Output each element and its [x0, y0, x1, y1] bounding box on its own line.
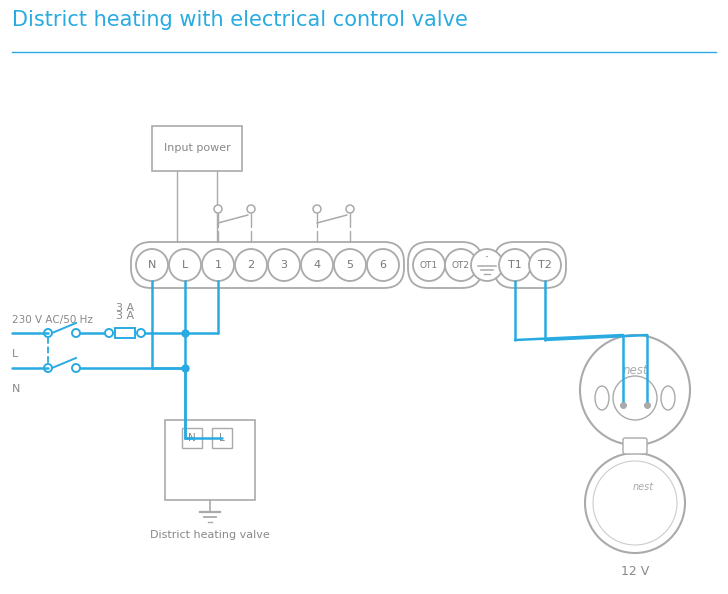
- Circle shape: [105, 329, 113, 337]
- Text: nest: nest: [633, 482, 654, 492]
- Text: 230 V AC/50 Hz: 230 V AC/50 Hz: [12, 315, 93, 325]
- FancyBboxPatch shape: [152, 125, 242, 170]
- Text: N: N: [188, 433, 196, 443]
- Text: District heating with electrical control valve: District heating with electrical control…: [12, 10, 468, 30]
- Circle shape: [445, 249, 477, 281]
- Text: L: L: [12, 349, 18, 359]
- Circle shape: [529, 249, 561, 281]
- Circle shape: [136, 249, 168, 281]
- Circle shape: [346, 205, 354, 213]
- Text: T2: T2: [538, 260, 552, 270]
- Circle shape: [72, 364, 80, 372]
- Circle shape: [593, 461, 677, 545]
- Circle shape: [471, 249, 503, 281]
- Circle shape: [334, 249, 366, 281]
- Circle shape: [247, 205, 255, 213]
- Circle shape: [580, 335, 690, 445]
- Circle shape: [202, 249, 234, 281]
- FancyBboxPatch shape: [115, 328, 135, 338]
- Text: 4: 4: [314, 260, 320, 270]
- Circle shape: [585, 453, 685, 553]
- Circle shape: [613, 376, 657, 420]
- Ellipse shape: [661, 386, 675, 410]
- Circle shape: [235, 249, 267, 281]
- Text: nest: nest: [622, 364, 648, 377]
- FancyBboxPatch shape: [131, 242, 404, 288]
- Ellipse shape: [595, 386, 609, 410]
- FancyBboxPatch shape: [212, 428, 232, 448]
- Text: 2: 2: [248, 260, 255, 270]
- Text: T1: T1: [508, 260, 522, 270]
- Text: 5: 5: [347, 260, 354, 270]
- Circle shape: [44, 329, 52, 337]
- Circle shape: [367, 249, 399, 281]
- Text: N: N: [148, 260, 157, 270]
- Text: OT2: OT2: [452, 261, 470, 270]
- Text: L: L: [182, 260, 188, 270]
- Text: 3 A: 3 A: [116, 311, 134, 321]
- Text: District heating valve: District heating valve: [150, 530, 270, 540]
- Circle shape: [268, 249, 300, 281]
- Circle shape: [499, 249, 531, 281]
- Circle shape: [137, 329, 145, 337]
- Circle shape: [313, 205, 321, 213]
- Text: OT1: OT1: [420, 261, 438, 270]
- FancyBboxPatch shape: [165, 420, 255, 500]
- Text: 12 V: 12 V: [621, 565, 649, 578]
- Text: 3: 3: [280, 260, 288, 270]
- Text: N: N: [12, 384, 20, 394]
- Circle shape: [214, 205, 222, 213]
- FancyBboxPatch shape: [182, 428, 202, 448]
- Circle shape: [72, 329, 80, 337]
- Circle shape: [169, 249, 201, 281]
- FancyBboxPatch shape: [623, 438, 647, 454]
- Text: Input power: Input power: [164, 143, 230, 153]
- Circle shape: [413, 249, 445, 281]
- FancyBboxPatch shape: [494, 242, 566, 288]
- Circle shape: [301, 249, 333, 281]
- Text: 1: 1: [215, 260, 221, 270]
- Circle shape: [44, 364, 52, 372]
- FancyBboxPatch shape: [408, 242, 482, 288]
- Text: 3 A: 3 A: [116, 303, 134, 313]
- Text: L: L: [219, 433, 225, 443]
- Text: 6: 6: [379, 260, 387, 270]
